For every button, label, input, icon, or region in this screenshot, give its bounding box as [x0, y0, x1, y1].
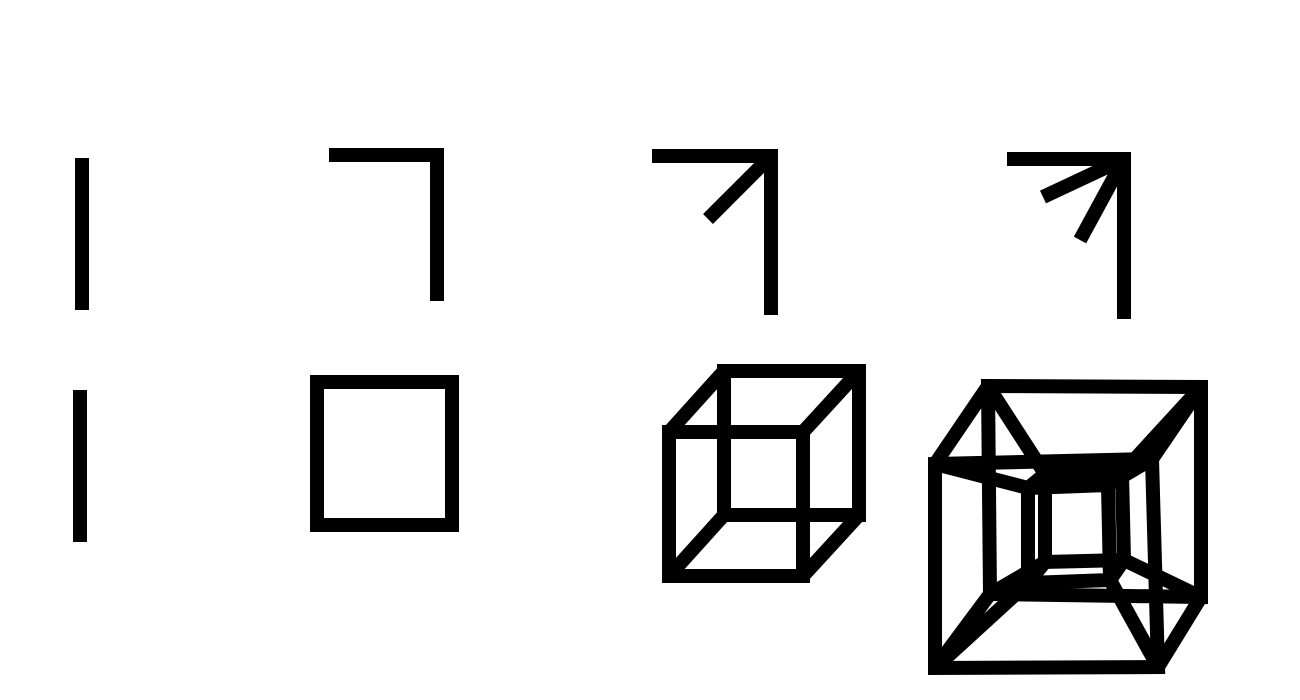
tesseract-edge: [1104, 555, 1130, 585]
cube-connector-edge: [663, 510, 730, 581]
cube-back-face: [717, 364, 866, 522]
direction-2d-figure: [329, 148, 444, 301]
direction-3d-diagonal-edge: [703, 151, 776, 224]
tesseract-figure: [928, 378, 1208, 676]
square-edges: [310, 375, 459, 532]
tesseract-edge: [930, 577, 1033, 674]
tesseract-edge: [929, 382, 994, 468]
tesseract-edge: [1152, 593, 1207, 671]
cube-connector-edge: [797, 366, 865, 437]
tesseract-edge: [986, 555, 1049, 601]
direction-4d-diagonal-edge-a: [1040, 152, 1127, 204]
tesseract-edge: [1103, 576, 1165, 671]
cube-figure: [662, 364, 866, 583]
tesseract-edge: [982, 382, 1051, 478]
cube-connector-edge: [663, 366, 730, 437]
tesseract-edge: [1116, 382, 1207, 478]
direction-row: [75, 148, 1131, 319]
direction-2d-edges: [329, 148, 444, 301]
tesseract-edge: [1023, 468, 1050, 494]
tesseract-edge: [1120, 553, 1205, 604]
cube-front-face: [662, 425, 810, 583]
cube-connector-edge: [797, 510, 865, 581]
hypercube-row: [73, 364, 1208, 676]
direction-4d-diagonal-edge-b: [1073, 155, 1131, 244]
direction-3d-figure: [652, 149, 778, 315]
direction-4d-figure: [1007, 152, 1131, 319]
square-figure: [310, 375, 459, 532]
tesseract-edge: [933, 457, 1030, 495]
